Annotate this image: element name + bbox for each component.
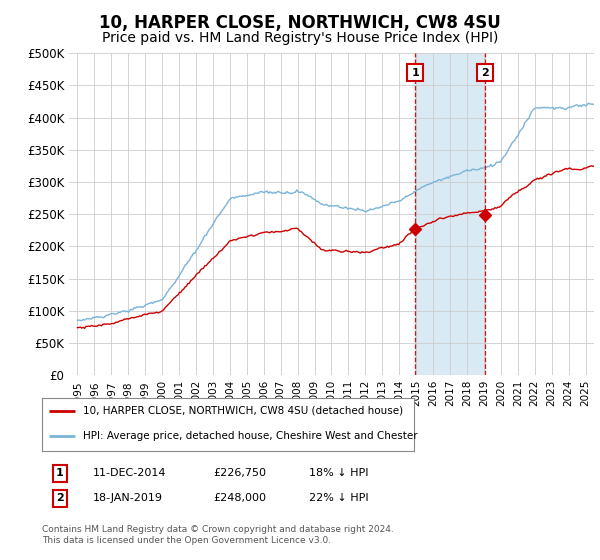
Text: 22% ↓ HPI: 22% ↓ HPI [309,493,368,503]
Text: £248,000: £248,000 [213,493,266,503]
Text: Contains HM Land Registry data © Crown copyright and database right 2024.
This d: Contains HM Land Registry data © Crown c… [42,525,394,545]
Text: 1: 1 [56,468,64,478]
Text: HPI: Average price, detached house, Cheshire West and Chester: HPI: Average price, detached house, Ches… [83,431,418,441]
Text: £226,750: £226,750 [213,468,266,478]
Text: 18-JAN-2019: 18-JAN-2019 [93,493,163,503]
Text: Price paid vs. HM Land Registry's House Price Index (HPI): Price paid vs. HM Land Registry's House … [102,31,498,45]
Text: 1: 1 [411,68,419,77]
Text: 10, HARPER CLOSE, NORTHWICH, CW8 4SU (detached house): 10, HARPER CLOSE, NORTHWICH, CW8 4SU (de… [83,406,403,416]
Bar [415,53,485,375]
Text: 11-DEC-2014: 11-DEC-2014 [93,468,167,478]
Text: 10, HARPER CLOSE, NORTHWICH, CW8 4SU: 10, HARPER CLOSE, NORTHWICH, CW8 4SU [99,14,501,32]
Text: 2: 2 [56,493,64,503]
Text: 2: 2 [481,68,488,77]
Text: 18% ↓ HPI: 18% ↓ HPI [309,468,368,478]
